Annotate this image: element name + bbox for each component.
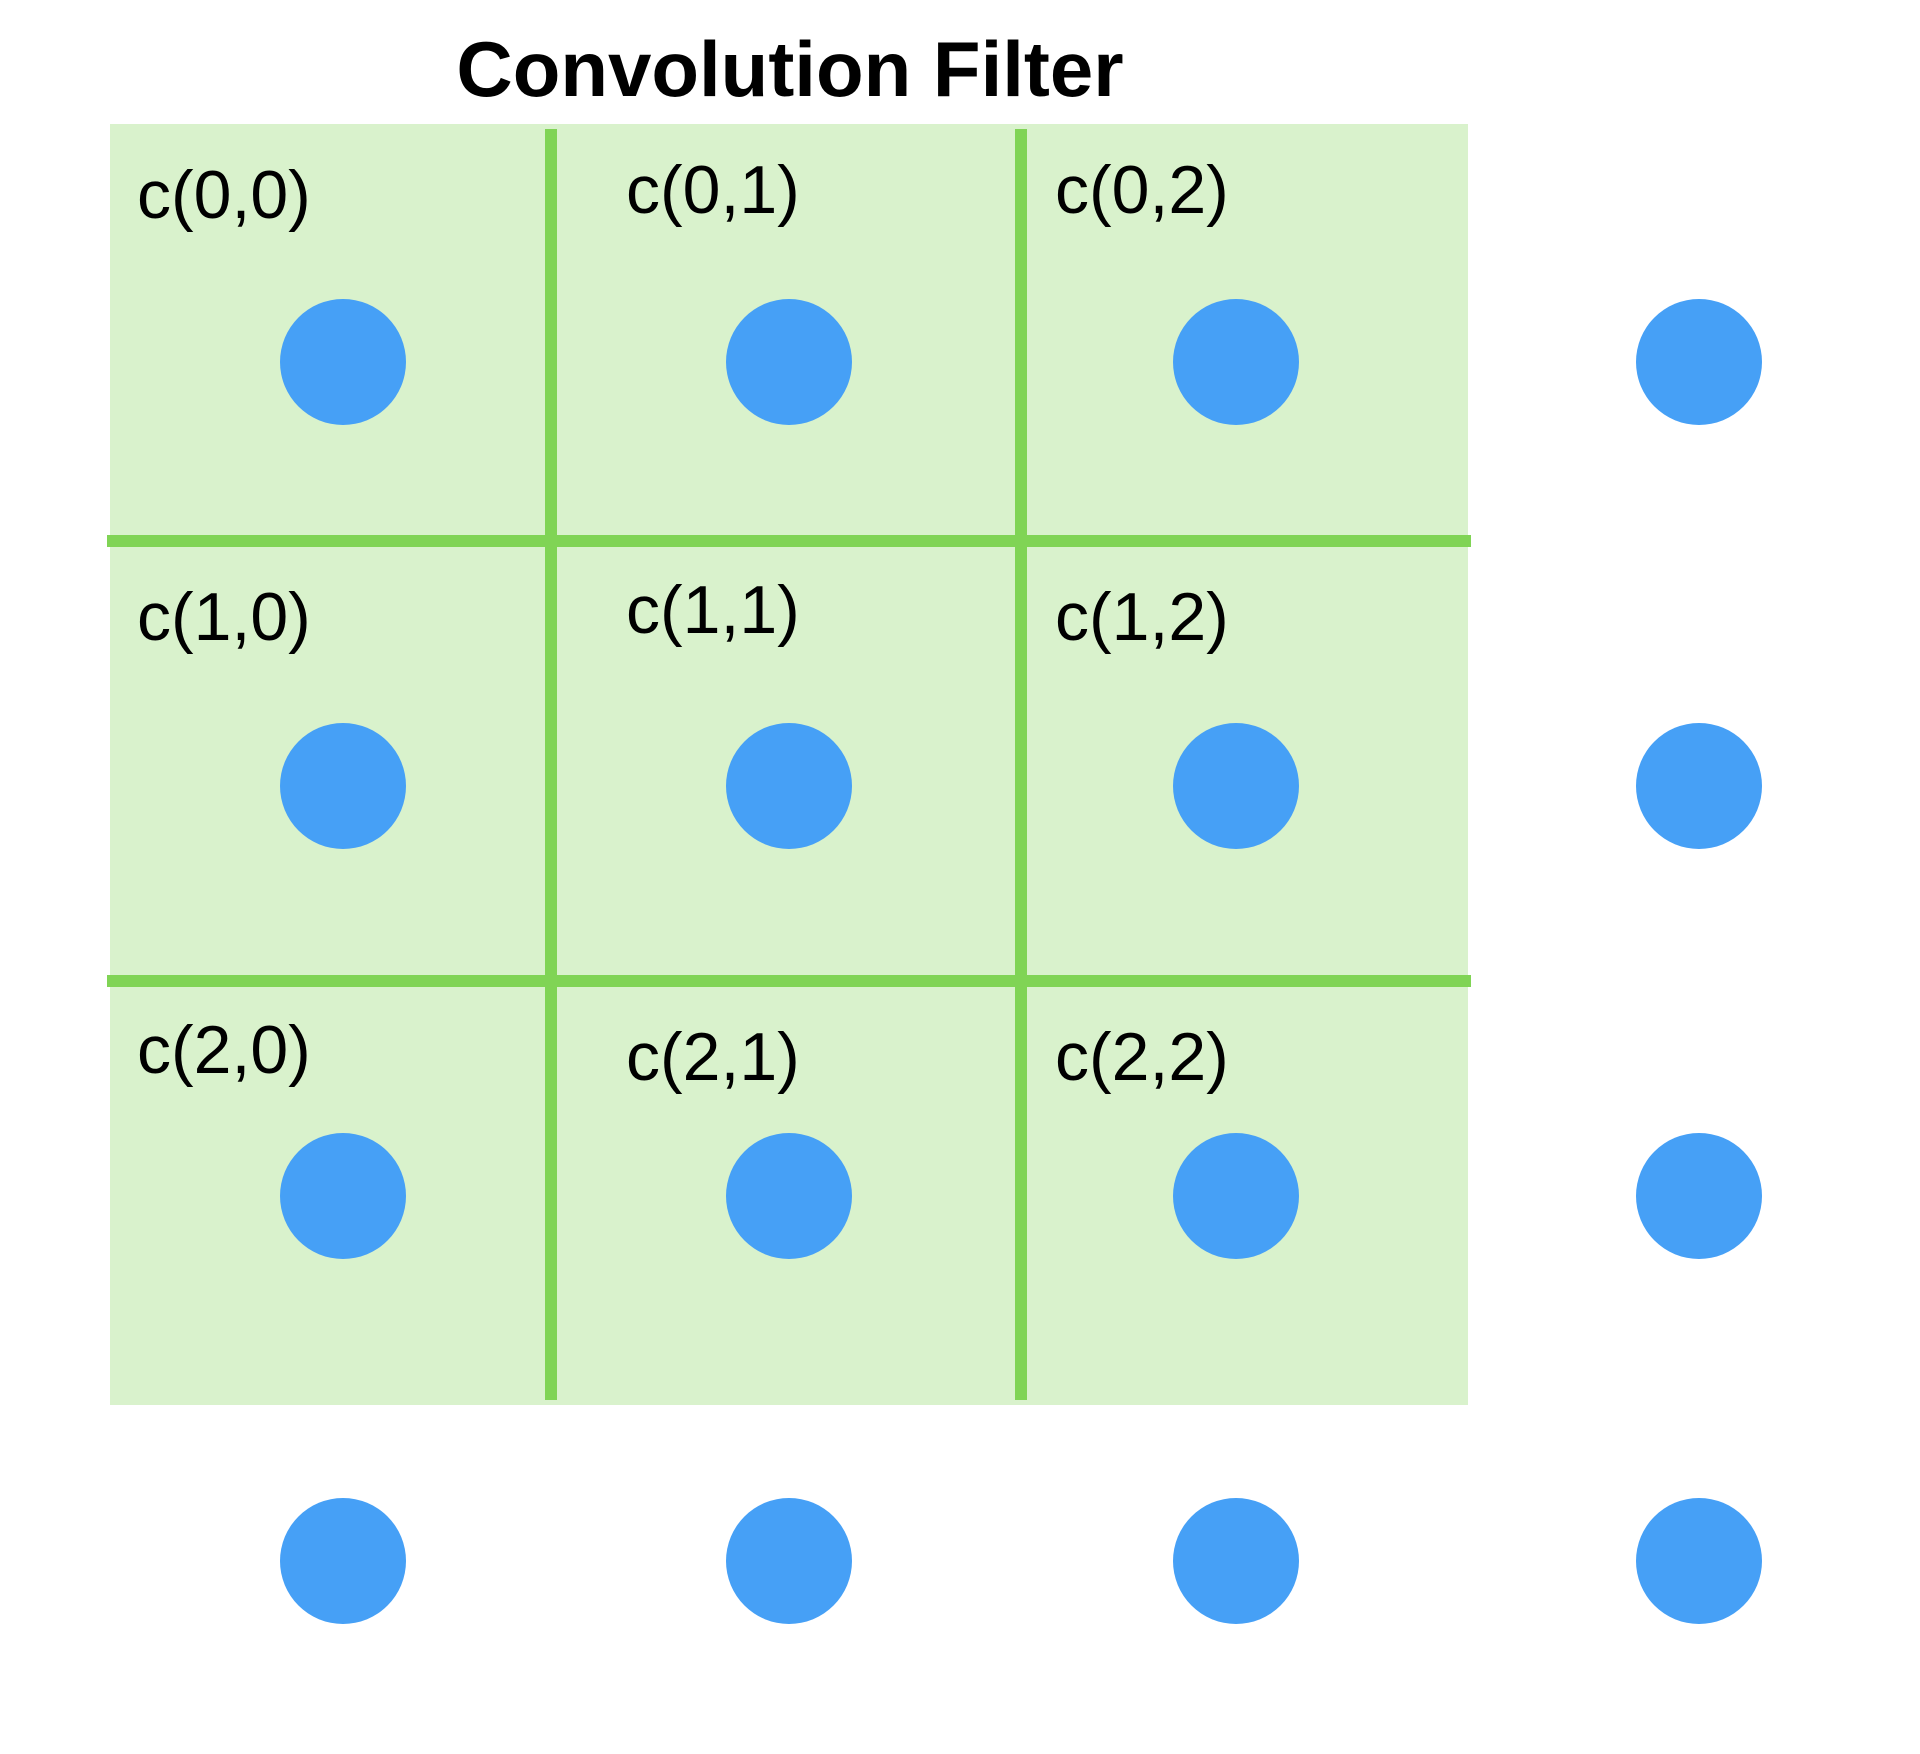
cell-label-2-2: c(2,2) <box>1055 1019 1229 1095</box>
cell-label-1-2: c(1,2) <box>1055 579 1229 655</box>
grid-dot-2-1 <box>726 1133 852 1259</box>
cell-label-2-0: c(2,0) <box>137 1012 311 1088</box>
grid-dot-1-3 <box>1636 723 1762 849</box>
cell-label-2-1: c(2,1) <box>626 1019 800 1095</box>
diagram-title: Convolution Filter <box>456 25 1123 113</box>
grid-dot-0-3 <box>1636 299 1762 425</box>
grid-dot-2-2 <box>1173 1133 1299 1259</box>
grid-dot-2-0 <box>280 1133 406 1259</box>
cell-label-0-2: c(0,2) <box>1055 152 1229 228</box>
grid-dot-0-2 <box>1173 299 1299 425</box>
grid-dot-3-3 <box>1636 1498 1762 1624</box>
filter-grid-lines <box>107 129 1471 1400</box>
cell-label-0-1: c(0,1) <box>626 152 800 228</box>
input-grid-dots <box>280 299 1762 1624</box>
grid-dot-1-1 <box>726 723 852 849</box>
cell-label-0-0: c(0,0) <box>137 157 311 233</box>
filter-vertical-line-2 <box>1015 129 1027 1400</box>
grid-dot-0-1 <box>726 299 852 425</box>
cell-label-1-1: c(1,1) <box>626 572 800 648</box>
grid-dot-0-0 <box>280 299 406 425</box>
filter-cell-labels: c(0,0) c(0,1) c(0,2) c(1,0) c(1,1) c(1,2… <box>137 152 1229 1095</box>
grid-dot-3-1 <box>726 1498 852 1624</box>
grid-dot-3-0 <box>280 1498 406 1624</box>
filter-horizontal-line-2 <box>107 975 1471 987</box>
grid-dot-1-0 <box>280 723 406 849</box>
filter-horizontal-line-1 <box>107 535 1471 547</box>
grid-dot-1-2 <box>1173 723 1299 849</box>
grid-dot-3-2 <box>1173 1498 1299 1624</box>
grid-dot-2-3 <box>1636 1133 1762 1259</box>
filter-vertical-line-1 <box>545 129 557 1400</box>
cell-label-1-0: c(1,0) <box>137 579 311 655</box>
